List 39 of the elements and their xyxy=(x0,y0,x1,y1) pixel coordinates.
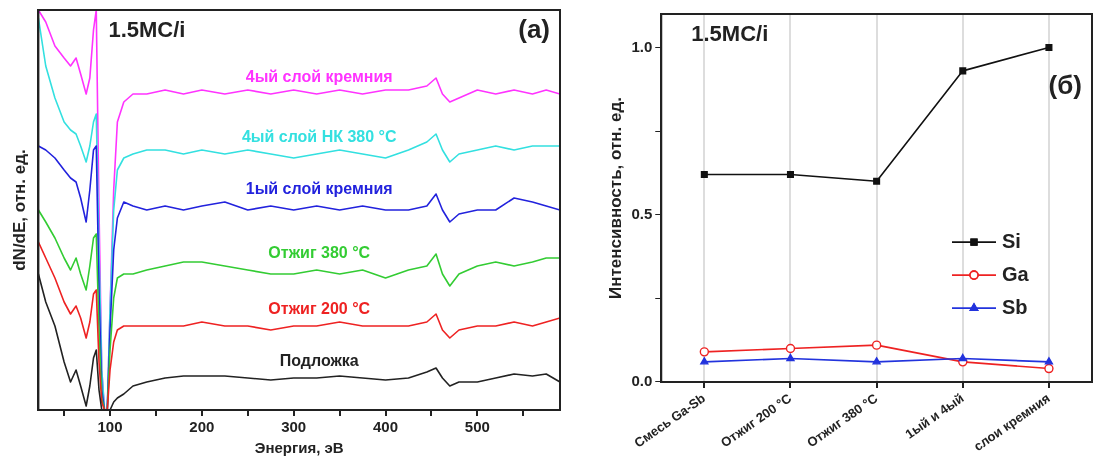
y-axis-title: Интенсивность, отн. ед. xyxy=(605,96,625,299)
point xyxy=(786,353,795,362)
legend-label: Si xyxy=(1002,229,1021,252)
annotation: (a) xyxy=(518,14,550,45)
point xyxy=(1045,43,1053,51)
point xyxy=(873,177,881,185)
legend-label: Sb xyxy=(1002,295,1028,318)
x-tick-label: 300 xyxy=(281,418,307,436)
x-tick-label: 1ый и 4ый xyxy=(902,390,967,442)
series-label: Отжиг 200 °C xyxy=(268,300,371,318)
y-tick-label: 1.0 xyxy=(631,37,653,55)
x-tick-label: 400 xyxy=(373,418,399,436)
point xyxy=(700,171,708,179)
point xyxy=(872,357,881,365)
series-label: 4ый слой кремния xyxy=(245,68,393,86)
series-label: 1ый слой кремния xyxy=(245,180,393,198)
point xyxy=(1044,363,1054,374)
annotation: 1.5MC/i xyxy=(691,21,769,47)
legend-label: Ga xyxy=(1002,262,1030,285)
series-label: 4ый слой НК 380 °C xyxy=(241,128,397,146)
point xyxy=(786,171,795,179)
x-axis-title: Энергия, эВ xyxy=(254,439,344,457)
point xyxy=(1044,357,1054,365)
y-tick-label: 0.0 xyxy=(631,372,653,390)
y-axis-title: dN/dE, отн. ед. xyxy=(9,149,29,271)
annotation: (б) xyxy=(1048,70,1082,101)
annotation: 1.5MC/i xyxy=(108,17,186,43)
point xyxy=(785,343,796,354)
point xyxy=(871,340,882,350)
point xyxy=(700,357,709,365)
point xyxy=(699,347,710,357)
y-tick-label: 0.5 xyxy=(631,204,653,222)
x-tick-label: 500 xyxy=(464,418,490,436)
point xyxy=(958,353,967,362)
x-tick-label: 200 xyxy=(189,418,215,436)
point xyxy=(959,67,967,75)
series-label: Отжиг 380 °C xyxy=(268,244,371,262)
x-tick-label: 100 xyxy=(97,418,123,436)
series-label: Подложка xyxy=(279,352,359,370)
